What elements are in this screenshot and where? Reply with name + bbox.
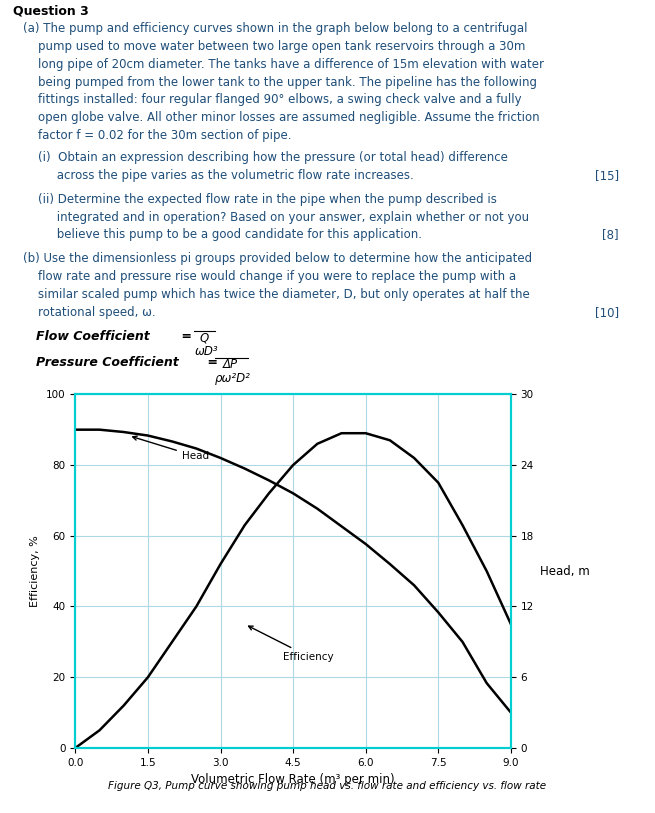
- Text: ρω²D²: ρω²D²: [215, 372, 251, 385]
- Text: Flow Coefficient: Flow Coefficient: [36, 330, 150, 343]
- Text: pump used to move water between two large open tank reservoirs through a 30m: pump used to move water between two larg…: [23, 40, 525, 53]
- Text: (a) The pump and efficiency curves shown in the graph below belong to a centrifu: (a) The pump and efficiency curves shown…: [23, 22, 527, 35]
- Text: Q: Q: [200, 332, 209, 345]
- Text: Head: Head: [133, 436, 209, 461]
- Text: ωD³: ωD³: [195, 345, 218, 358]
- Text: open globe valve. All other minor losses are assumed negligible. Assume the fric: open globe valve. All other minor losses…: [23, 111, 540, 124]
- Text: rotational speed, ω.: rotational speed, ω.: [23, 306, 155, 319]
- Text: [8]: [8]: [603, 228, 619, 241]
- Text: Question 3: Question 3: [13, 4, 89, 17]
- Text: [10]: [10]: [595, 306, 619, 319]
- Text: factor f = 0.02 for the 30m section of pipe.: factor f = 0.02 for the 30m section of p…: [23, 129, 291, 142]
- Text: long pipe of 20cm diameter. The tanks have a difference of 15m elevation with wa: long pipe of 20cm diameter. The tanks ha…: [23, 58, 544, 71]
- X-axis label: Volumetric Flow Rate (m³ per min): Volumetric Flow Rate (m³ per min): [191, 773, 395, 786]
- Text: Pressure Coefficient: Pressure Coefficient: [36, 356, 179, 369]
- Text: Efficiency: Efficiency: [249, 626, 334, 662]
- Text: ΔP: ΔP: [223, 358, 238, 371]
- Text: similar scaled pump which has twice the diameter, D, but only operates at half t: similar scaled pump which has twice the …: [23, 288, 530, 301]
- Text: across the pipe varies as the volumetric flow rate increases.: across the pipe varies as the volumetric…: [23, 169, 414, 182]
- Text: =: =: [203, 356, 223, 369]
- Y-axis label: Efficiency, %: Efficiency, %: [30, 535, 41, 607]
- Text: integrated and in operation? Based on your answer, explain whether or not you: integrated and in operation? Based on yo…: [23, 211, 529, 224]
- Text: (i)  Obtain an expression describing how the pressure (or total head) difference: (i) Obtain an expression describing how …: [23, 151, 508, 164]
- Text: (b) Use the dimensionless pi groups provided below to determine how the anticipa: (b) Use the dimensionless pi groups prov…: [23, 252, 532, 265]
- Text: Head, m: Head, m: [540, 565, 590, 577]
- Text: Figure Q3, Pump curve showing pump head vs. flow rate and efficiency vs. flow ra: Figure Q3, Pump curve showing pump head …: [109, 781, 546, 791]
- Text: [15]: [15]: [595, 169, 619, 182]
- Text: fittings installed: four regular flanged 90° elbows, a swing check valve and a f: fittings installed: four regular flanged…: [23, 93, 521, 107]
- Text: =: =: [177, 330, 196, 343]
- Text: flow rate and pressure rise would change if you were to replace the pump with a: flow rate and pressure rise would change…: [23, 270, 516, 283]
- Text: (ii) Determine the expected flow rate in the pipe when the pump described is: (ii) Determine the expected flow rate in…: [23, 193, 496, 206]
- Text: being pumped from the lower tank to the upper tank. The pipeline has the followi: being pumped from the lower tank to the …: [23, 76, 537, 89]
- Text: believe this pump to be a good candidate for this application.: believe this pump to be a good candidate…: [23, 228, 422, 241]
